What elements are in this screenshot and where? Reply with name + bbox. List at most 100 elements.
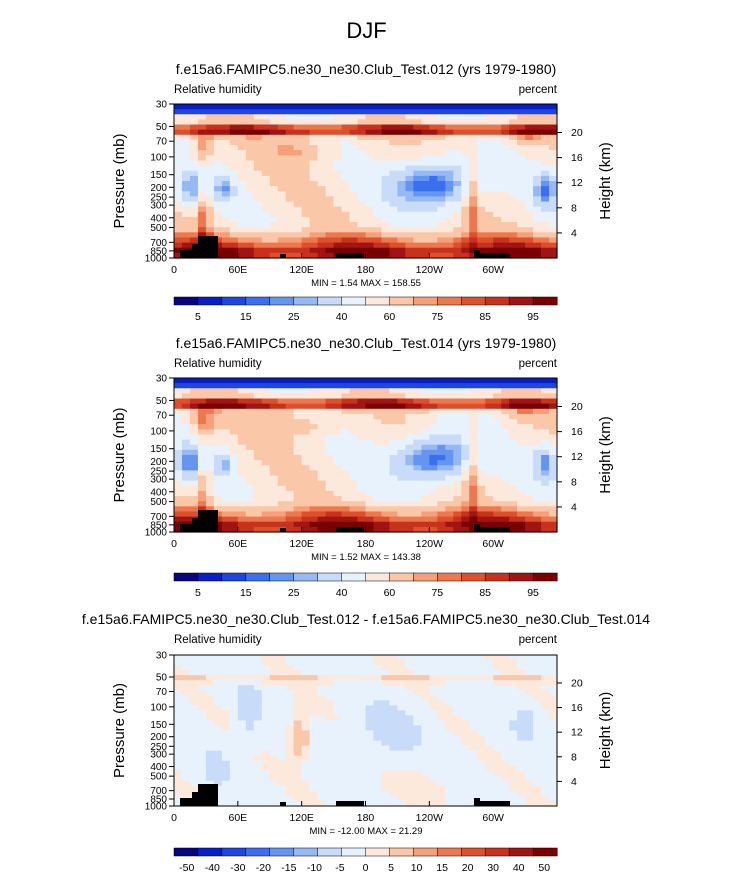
panel-3-cell [517, 730, 526, 737]
panel-3-cell [373, 715, 383, 722]
panel-1-cell [357, 145, 367, 151]
panel-2-cell [237, 465, 247, 471]
panel-2-cell [237, 403, 247, 410]
panel-3-cell [477, 740, 486, 747]
panel-2-cell [437, 526, 446, 533]
panel-3-cell [477, 665, 486, 671]
panel-2-cell [405, 419, 414, 425]
panel-1-cell [285, 242, 295, 249]
panel-2-cell [413, 388, 422, 394]
panel-1-cell [437, 237, 446, 244]
panel-1-cell [373, 242, 383, 249]
panel-3-cell [461, 740, 470, 747]
panel-3-cell [245, 685, 255, 691]
panel-2-cell [405, 511, 414, 518]
panel-1-cell [453, 186, 462, 192]
panel-3-cell [245, 800, 255, 807]
panel-2-cell [325, 521, 335, 528]
panel-2-cell [174, 490, 183, 497]
panel-2-cell [413, 485, 422, 492]
panel-1-cell [397, 139, 406, 146]
panel-3-cell [381, 655, 391, 661]
panel-3-cell [549, 750, 558, 757]
panel-3-cell [525, 770, 534, 777]
panel-2-cell [525, 393, 534, 400]
panel-1-cell [381, 175, 391, 182]
panel-2-cell [301, 496, 311, 502]
panel-3-cell [501, 700, 510, 706]
panel-2-cell [349, 521, 359, 528]
panel-1-cell [437, 129, 446, 136]
panel-3-cell [237, 660, 247, 666]
panel-2-cell [309, 470, 319, 477]
panel-2-cell [253, 408, 263, 415]
panel-3-cell [445, 710, 454, 716]
panel-1-cell [253, 145, 263, 151]
panel-3-cell [461, 700, 470, 706]
panel-3-cell [213, 730, 223, 737]
panel-3-cell [197, 760, 207, 767]
panel-2-cell [533, 516, 542, 523]
panel-3-cell [461, 695, 470, 701]
panel-3-cell [277, 725, 287, 732]
panel-1-cell [437, 242, 446, 249]
panel-3-cell [485, 670, 494, 676]
panel-2-cell [333, 470, 343, 477]
panel-1-cell [309, 227, 319, 233]
panel-2-cell [365, 378, 375, 384]
panel-3-cell [349, 785, 359, 792]
panel-3-cell [277, 715, 287, 722]
panel-2-cell [533, 506, 542, 513]
panel-1-cell [477, 145, 486, 151]
panel-2-cell [285, 465, 295, 471]
panel-1-cell [309, 104, 319, 110]
panel-1-cell [301, 134, 311, 141]
panel-1-cell [453, 216, 462, 223]
panel-3-cell [381, 755, 391, 762]
panel-2-cell [493, 465, 502, 471]
panel-3-cell [381, 775, 391, 782]
panel-3-cell [213, 700, 223, 706]
panel-1-cell [181, 181, 191, 187]
panel-1-cell [533, 109, 542, 115]
panel-1-cell [541, 170, 550, 177]
panel-1-cell [357, 124, 367, 131]
panel-1-cell [397, 155, 406, 162]
panel-2-cell [341, 490, 351, 497]
panel-3-cell [485, 710, 494, 716]
panel-2-cell [501, 424, 510, 430]
panel-2-cell [253, 526, 263, 533]
panel-3-cell [309, 695, 319, 701]
panel-2-cell [389, 526, 399, 533]
panel-3-cell [493, 765, 502, 772]
panel-2-cell [373, 516, 383, 523]
panel-2-cell [485, 419, 494, 425]
panel-3-cell [389, 755, 399, 762]
panel-2-cell [445, 413, 454, 420]
panel-1-cell [325, 222, 335, 228]
panel-1-cell [453, 247, 462, 254]
panel-1-cell [525, 155, 534, 162]
panel-2-cell [429, 511, 438, 518]
panel-2-cell [517, 429, 526, 436]
panel-3-cell [413, 695, 422, 701]
panel-2-cell [405, 413, 414, 420]
panel-1-cell [477, 242, 486, 249]
panel-1-cell [469, 139, 478, 146]
panel-1-cell [509, 129, 518, 136]
panel-2-cell [245, 501, 255, 507]
panel-2-cell [197, 439, 207, 446]
panel-1-cell [517, 206, 526, 213]
panel-3-cell [317, 705, 327, 711]
panel-3-cell [477, 770, 486, 777]
panel-2-cell [309, 501, 319, 507]
panel-1-cell [349, 124, 359, 131]
panel-1-cell [253, 211, 263, 218]
panel-3-ytick-label: 30 [156, 651, 168, 662]
panel-2-cell [405, 465, 414, 471]
panel-3-cell [429, 675, 438, 681]
panel-1-cell [189, 216, 199, 223]
panel-3-cell [365, 710, 375, 716]
panel-3-field [174, 655, 558, 807]
panel-3-cell [333, 720, 343, 727]
